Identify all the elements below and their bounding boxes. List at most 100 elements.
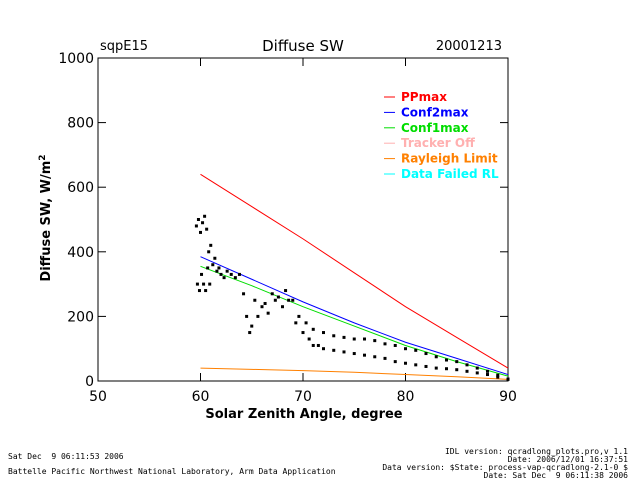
- data-point: [311, 343, 315, 347]
- series-line-ppmax: [200, 173, 509, 369]
- date-label: 20001213: [436, 39, 502, 54]
- series-line-conf2max: [200, 256, 509, 376]
- data-point: [445, 367, 448, 371]
- series-layer: [194, 173, 510, 381]
- y-tick-label: 0: [85, 374, 94, 390]
- data-point: [195, 282, 199, 286]
- data-point: [332, 334, 336, 338]
- data-point: [342, 335, 346, 339]
- data-point: [352, 352, 356, 356]
- data-point: [465, 369, 469, 373]
- data-point: [373, 339, 377, 343]
- data-point: [404, 361, 407, 365]
- y-tick-label: 1000: [58, 51, 94, 67]
- footer-right-line2: Date: 2006/12/01 16:37:51: [507, 455, 628, 464]
- data-point: [270, 292, 274, 296]
- data-point: [250, 324, 254, 328]
- x-axis: 50 60 70 80 90: [89, 58, 517, 405]
- data-point: [414, 348, 418, 352]
- legend-label: Tracker Off: [401, 136, 475, 150]
- data-point: [245, 314, 249, 318]
- data-point: [263, 301, 267, 305]
- data-point: [284, 289, 288, 293]
- data-point: [237, 272, 241, 276]
- data-point: [506, 377, 510, 381]
- data-point: [222, 276, 226, 280]
- legend-label: Conf2max: [401, 105, 469, 119]
- data-point: [383, 356, 387, 360]
- x-axis-label: Solar Zenith Angle, degree: [205, 407, 402, 422]
- data-point: [363, 337, 366, 341]
- data-point: [225, 269, 229, 273]
- data-point: [260, 305, 264, 309]
- x-tick-label: 80: [397, 389, 415, 405]
- data-point: [233, 276, 237, 280]
- data-point: [204, 289, 208, 293]
- data-point: [211, 263, 215, 267]
- data-point: [363, 353, 366, 357]
- data-point: [266, 311, 270, 315]
- footer-left-line1: Sat Dec 9 06:11:53 2006: [8, 452, 124, 461]
- data-point: [196, 218, 200, 221]
- data-point: [465, 363, 469, 367]
- series-line-rayleigh-limit: [200, 367, 509, 380]
- data-point: [202, 282, 206, 286]
- data-point: [291, 298, 295, 302]
- data-point: [373, 355, 377, 359]
- y-axis-label: Diffuse SW, W/m2: [38, 154, 54, 281]
- chart-title: Diffuse SW: [262, 37, 344, 55]
- data-point: [206, 266, 210, 270]
- footer-left-line2: Battelle Pacific Northwest National Labo…: [8, 467, 336, 476]
- y-axis-label-main: Diffuse SW, W/m: [39, 161, 54, 282]
- data-point: [322, 347, 325, 351]
- data-point: [445, 358, 448, 362]
- data-point: [213, 256, 217, 260]
- data-point: [217, 266, 221, 270]
- y-tick-label: 600: [67, 180, 94, 196]
- data-point: [434, 366, 438, 370]
- data-point: [342, 350, 346, 354]
- data-point: [209, 243, 213, 247]
- x-tick-label: 70: [294, 389, 312, 405]
- data-point: [256, 314, 260, 318]
- data-point: [316, 343, 320, 347]
- legend-label: PPmax: [401, 90, 447, 104]
- data-point: [248, 331, 252, 335]
- y-axis-label-sup: 2: [38, 154, 48, 160]
- data-point: [304, 321, 308, 325]
- data-point: [455, 360, 459, 364]
- data-point: [281, 305, 284, 309]
- footer-right-line3: Data version: $State: process-vap-qcradl…: [382, 463, 628, 472]
- data-point: [215, 269, 219, 273]
- footer-right-line4: Date: Sat Dec 9 06:11:38 2006: [483, 471, 629, 480]
- data-point: [307, 337, 311, 341]
- y-axis: 0 200 400 600 800 1000: [58, 51, 508, 390]
- data-point: [352, 337, 356, 341]
- data-point: [486, 369, 489, 373]
- data-point: [455, 368, 459, 372]
- data-point: [205, 227, 209, 231]
- data-point: [294, 321, 298, 325]
- legend-label: Data Failed RL: [401, 167, 499, 181]
- y-tick-label: 400: [67, 245, 94, 261]
- data-point: [203, 214, 207, 218]
- legend-label: Conf1max: [401, 121, 469, 135]
- data-point: [297, 314, 301, 318]
- data-point: [383, 342, 387, 346]
- legend-label: Rayleigh Limit: [401, 152, 498, 166]
- data-point: [276, 295, 280, 299]
- y-tick-label: 800: [67, 116, 94, 132]
- data-point: [332, 348, 336, 352]
- data-point: [424, 352, 428, 356]
- x-tick-label: 50: [89, 389, 107, 405]
- data-point: [496, 375, 500, 379]
- data-point: [199, 230, 202, 234]
- data-point: [414, 363, 418, 367]
- data-point: [219, 272, 223, 276]
- data-point: [200, 272, 204, 276]
- site-label: sqpE15: [100, 39, 148, 54]
- data-point: [301, 331, 305, 335]
- data-point: [253, 298, 257, 302]
